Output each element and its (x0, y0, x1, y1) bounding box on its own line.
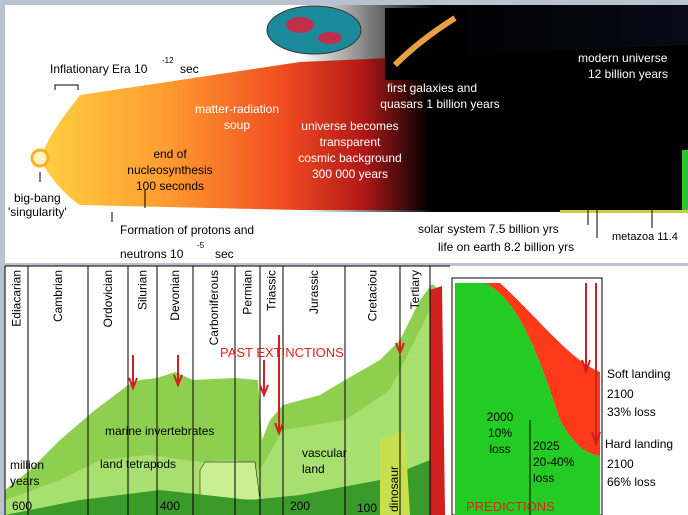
soup-label: soup (224, 118, 250, 132)
expansion-cone (40, 45, 688, 210)
cmb-spot (286, 17, 314, 33)
period-label: Devonian (168, 270, 182, 321)
group-label: vascular (302, 446, 347, 460)
land-area (5, 300, 445, 515)
arrow (581, 283, 591, 376)
soft-label: Soft landing (607, 367, 670, 381)
transparent-label: cosmic background (298, 151, 401, 165)
axis-label: million (10, 458, 44, 472)
galaxy-filament (392, 15, 457, 68)
arrow (274, 335, 284, 436)
big-bang-label: big-bang (14, 191, 61, 205)
y2000-label: loss (489, 442, 510, 456)
dinosaur-area (380, 430, 410, 515)
axis-tick: 600 (12, 499, 32, 513)
axis-tick: 100 (357, 501, 377, 515)
inflation-label: Inflationary Era 10 (50, 62, 148, 76)
period-label: Cambrian (51, 270, 65, 322)
protons-label: neutrons 10 (120, 247, 184, 261)
axis-label: years (10, 474, 39, 488)
tetrapod-box (199, 461, 261, 501)
period-label: Carboniferous (207, 270, 221, 345)
life-strip (682, 150, 688, 210)
nucleosynthesis-label: 100 seconds (136, 179, 204, 193)
protons-exponent: -5 (197, 241, 205, 250)
soup-label: matter-radiation (195, 102, 279, 116)
life-bar (560, 210, 688, 213)
prediction-green (455, 283, 600, 515)
hard-label: 66% loss (607, 475, 656, 489)
period-label: Silurian (136, 270, 150, 310)
metazoa-label: metazoa 11.4 (612, 231, 678, 243)
period-label: Cretaciou (366, 270, 380, 321)
solar-label: solar system 7.5 billion yrs (418, 222, 559, 236)
period-label: Ediacarian (10, 270, 24, 327)
y2000-label: 10% (488, 426, 512, 440)
group-label: dinosaur (387, 466, 401, 512)
galaxies-label: quasars 1 billion years (380, 97, 499, 111)
transparent-label: transparent (320, 135, 381, 149)
group-label: marine invertebrates (105, 424, 214, 438)
past-extinctions-label: PAST EXTINCTIONS (220, 345, 344, 360)
transparent-label: 300 000 years (312, 167, 388, 181)
y2025-label: 2025 (533, 439, 560, 453)
inflation-unit: sec (180, 62, 199, 76)
big-bang-label: 'singularity' (8, 205, 67, 219)
extinction-spike (430, 286, 445, 515)
arrow (591, 283, 601, 448)
arrow (128, 355, 138, 391)
inflation-exponent: -12 (162, 56, 174, 65)
modern-label: 12 billion years (588, 67, 668, 81)
soft-label: 33% loss (607, 405, 656, 419)
group-label: land (302, 462, 325, 476)
nucleosynthesis-label: nucleosynthesis (127, 163, 212, 177)
y2025-label: loss (533, 471, 554, 485)
hard-label: 2100 (607, 457, 634, 471)
prediction-red (485, 283, 600, 456)
cmb-spot (318, 32, 342, 44)
dark-area (5, 460, 440, 515)
galaxies-label: first galaxies and (387, 81, 477, 95)
axis-tick: 400 (160, 499, 180, 513)
arrow (395, 340, 405, 356)
y2025-label: 20-40% (533, 455, 575, 469)
y2000-label: 2000 (487, 410, 514, 424)
modern-label: modern universe (578, 51, 668, 65)
protons-label: Formation of protons and (120, 223, 254, 237)
period-label: Tertiary (408, 270, 422, 309)
extinction-arrows (128, 335, 405, 436)
cmb-map (266, 5, 362, 55)
arrow (259, 360, 269, 398)
arrow (173, 355, 183, 388)
period-label: Triassic (265, 270, 279, 311)
singularity (30, 148, 50, 168)
group-label: land tetrapods (100, 457, 176, 471)
life-label: life on earth 8.2 billion yrs (438, 240, 574, 254)
bracket (54, 84, 79, 90)
predictions-title: PREDICTIONS (466, 499, 555, 514)
transparent-label: universe becomes (301, 119, 398, 133)
period-label: Jurassic (307, 270, 321, 314)
period-labels: Ediacarian Cambrian Ordovician Silurian Devo… (10, 270, 423, 345)
hard-label: Hard landing (605, 437, 673, 451)
axis-tick: 200 (290, 499, 310, 513)
period-lines (4, 265, 450, 515)
period-label: Ordovician (101, 270, 115, 327)
protons-unit: sec (215, 247, 234, 261)
period-label: Permian (241, 270, 255, 315)
soft-label: 2100 (607, 387, 634, 401)
nucleosynthesis-label: end of (153, 147, 187, 161)
